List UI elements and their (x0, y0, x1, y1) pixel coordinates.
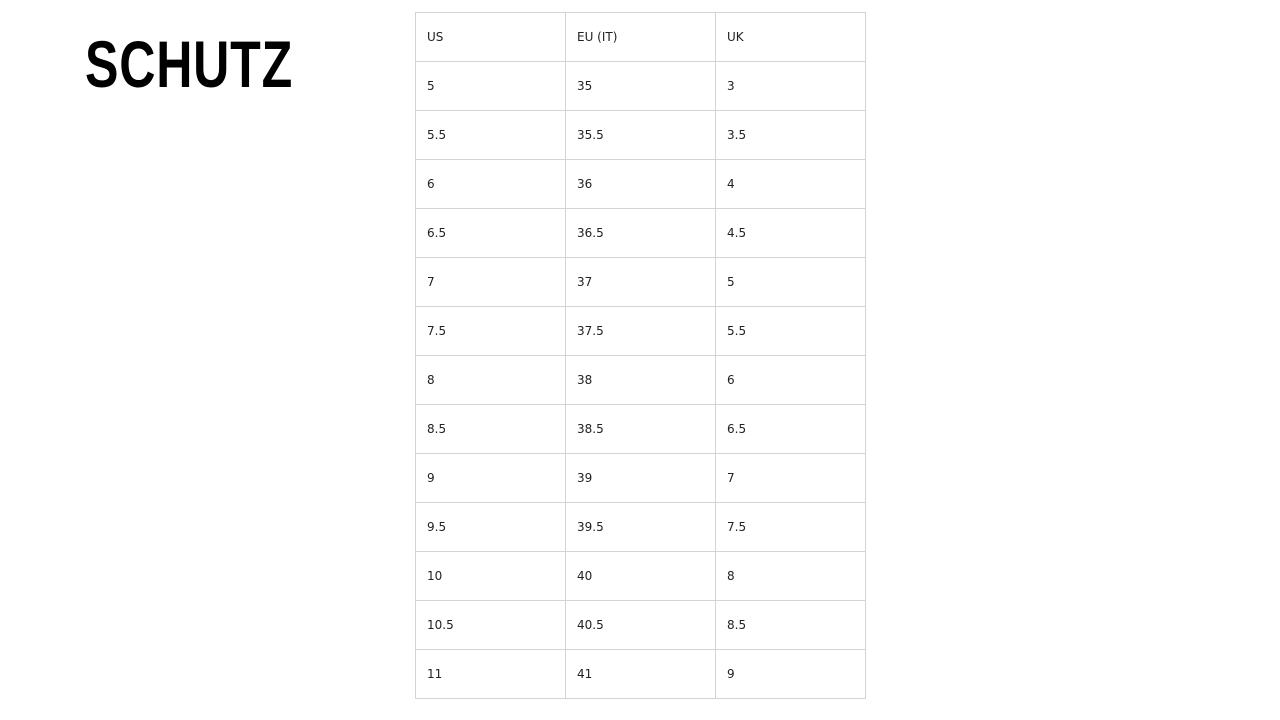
cell-eu: 35 (565, 61, 716, 111)
cell-us: 6.5 (415, 208, 566, 258)
cell-us: 7.5 (415, 306, 566, 356)
cell-uk: 7 (715, 453, 866, 503)
table-row: 8 38 6 (415, 355, 866, 405)
table-row: 9.5 39.5 7.5 (415, 502, 866, 552)
cell-eu: 37 (565, 257, 716, 307)
cell-uk: 5 (715, 257, 866, 307)
cell-uk: 8.5 (715, 600, 866, 650)
cell-us: 10.5 (415, 600, 566, 650)
table-row: 9 39 7 (415, 453, 866, 503)
cell-eu: 40.5 (565, 600, 716, 650)
table-row: 8.5 38.5 6.5 (415, 404, 866, 454)
cell-us: 8 (415, 355, 566, 405)
cell-us: 9 (415, 453, 566, 503)
table-row: 11 41 9 (415, 649, 866, 699)
cell-us: 6 (415, 159, 566, 209)
header-uk: UK (715, 12, 866, 62)
table-row: 10 40 8 (415, 551, 866, 601)
cell-uk: 3 (715, 61, 866, 111)
cell-us: 10 (415, 551, 566, 601)
cell-eu: 41 (565, 649, 716, 699)
cell-eu: 39 (565, 453, 716, 503)
cell-us: 7 (415, 257, 566, 307)
cell-uk: 7.5 (715, 502, 866, 552)
cell-uk: 8 (715, 551, 866, 601)
table-row: 7 37 5 (415, 257, 866, 307)
table-row: 6.5 36.5 4.5 (415, 208, 866, 258)
brand-logo: SCHUTZ (85, 27, 293, 101)
table-row: 10.5 40.5 8.5 (415, 600, 866, 650)
cell-uk: 4.5 (715, 208, 866, 258)
table-row: 5.5 35.5 3.5 (415, 110, 866, 160)
cell-eu: 40 (565, 551, 716, 601)
cell-eu: 39.5 (565, 502, 716, 552)
cell-us: 8.5 (415, 404, 566, 454)
cell-us: 11 (415, 649, 566, 699)
cell-uk: 4 (715, 159, 866, 209)
cell-uk: 6 (715, 355, 866, 405)
size-chart-table: US EU (IT) UK 5 35 3 5.5 35.5 3.5 6 36 4 6.5 36.5 4… (415, 12, 866, 699)
cell-eu: 37.5 (565, 306, 716, 356)
cell-uk: 5.5 (715, 306, 866, 356)
cell-eu: 38.5 (565, 404, 716, 454)
cell-uk: 3.5 (715, 110, 866, 160)
cell-uk: 6.5 (715, 404, 866, 454)
cell-eu: 35.5 (565, 110, 716, 160)
header-us: US (415, 12, 566, 62)
table-row: 5 35 3 (415, 61, 866, 111)
cell-us: 9.5 (415, 502, 566, 552)
header-eu: EU (IT) (565, 12, 716, 62)
cell-eu: 36 (565, 159, 716, 209)
table-header-row: US EU (IT) UK (415, 12, 866, 62)
cell-uk: 9 (715, 649, 866, 699)
cell-eu: 36.5 (565, 208, 716, 258)
table-row: 7.5 37.5 5.5 (415, 306, 866, 356)
cell-us: 5 (415, 61, 566, 111)
table-row: 6 36 4 (415, 159, 866, 209)
cell-us: 5.5 (415, 110, 566, 160)
cell-eu: 38 (565, 355, 716, 405)
